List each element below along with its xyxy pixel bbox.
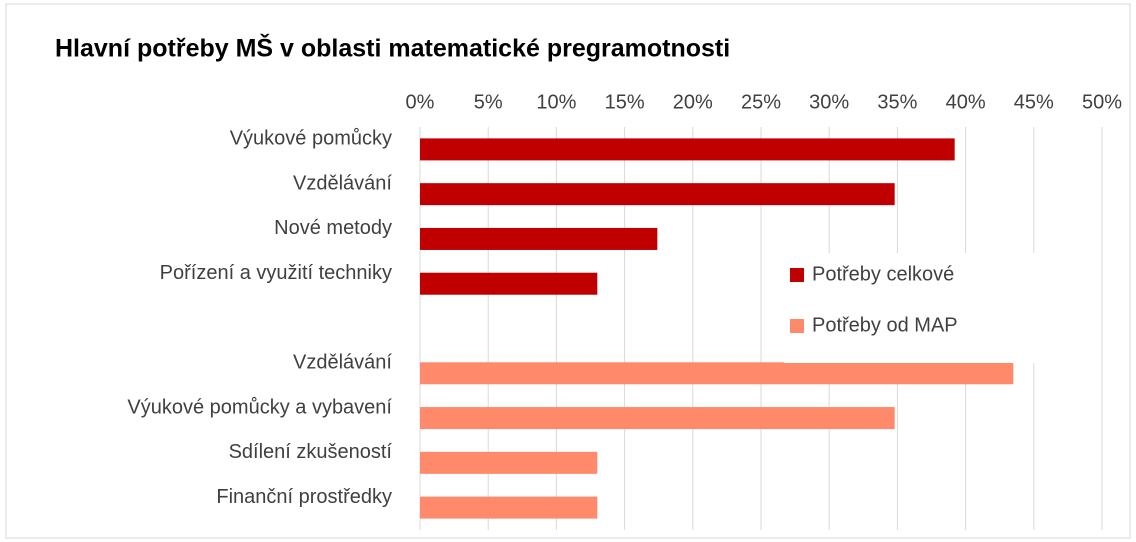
y-tick-label: Sdílení zkušeností xyxy=(229,441,393,463)
x-tick-label: 15% xyxy=(605,91,645,113)
bar xyxy=(420,496,598,519)
legend-label: Potřeby od MAP xyxy=(812,314,958,336)
bar xyxy=(420,227,658,250)
x-tick-label: 35% xyxy=(877,91,917,113)
x-tick-label: 30% xyxy=(809,91,849,113)
bar xyxy=(420,272,598,295)
bar xyxy=(420,407,895,430)
y-tick-label: Výukové pomůcky a vybavení xyxy=(127,396,392,418)
x-tick-label: 25% xyxy=(741,91,781,113)
x-tick-label: 5% xyxy=(474,91,503,113)
legend-swatch xyxy=(790,268,804,282)
legend-background xyxy=(784,253,1054,363)
y-tick-label: Finanční prostředky xyxy=(216,486,392,508)
y-tick-label: Pořízení a využití techniky xyxy=(160,262,392,284)
x-tick-label: 40% xyxy=(946,91,986,113)
bar xyxy=(420,362,1014,385)
y-tick-label: Nové metody xyxy=(274,217,392,239)
legend-label: Potřeby celkové xyxy=(812,263,954,285)
bar xyxy=(420,138,955,161)
legend-swatch xyxy=(790,319,804,333)
x-tick-label: 45% xyxy=(1014,91,1054,113)
y-tick-label: Vzdělávání xyxy=(293,352,392,374)
y-tick-label: Výukové pomůcky xyxy=(230,128,392,150)
y-tick-label: Vzdělávání xyxy=(293,172,392,194)
x-tick-label: 10% xyxy=(536,91,576,113)
chart-title: Hlavní potřeby MŠ v oblasti matematické … xyxy=(55,33,730,63)
x-tick-label: 50% xyxy=(1082,91,1122,113)
x-tick-label: 20% xyxy=(673,91,713,113)
bar xyxy=(420,451,598,474)
bar xyxy=(420,183,895,206)
x-tick-label: 0% xyxy=(406,91,435,113)
